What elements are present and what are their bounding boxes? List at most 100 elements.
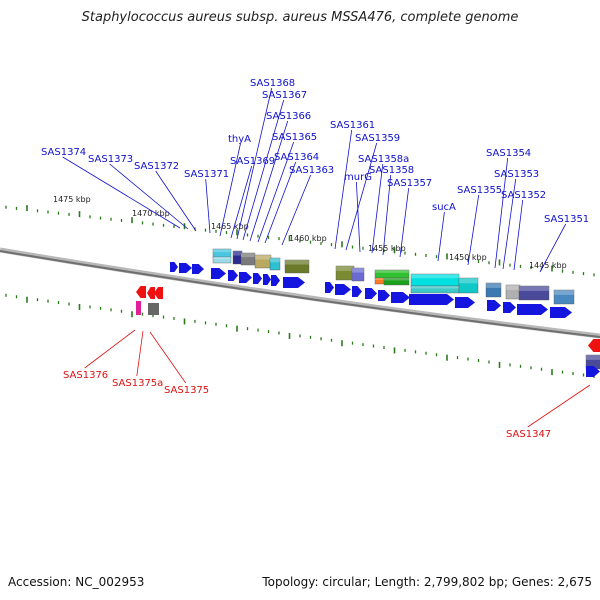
gene-label: murG [344,172,372,183]
gene-label: SAS1355 [457,185,502,196]
leader-line [527,384,591,428]
leader-line [249,120,289,242]
gene-arrows [136,262,600,377]
feature-block [269,257,281,271]
leader-line [219,143,241,237]
gene-label: SAS1375a [112,378,163,389]
gene-arrow [253,273,262,284]
gene-arrow [154,287,163,299]
gene-arrow [455,297,475,308]
gene-label: SAS1357 [387,178,432,189]
gene-label: SAS1361 [330,120,375,131]
gene-label: SAS1351 [544,214,589,225]
scale-label: 1450 kbp [449,253,487,262]
gene-label: SAS1368 [250,78,295,89]
gene-label: SAS1367 [262,90,307,101]
gene-arrow [211,268,226,279]
gene-arrow [239,272,252,283]
feature-block [374,277,385,285]
map-title: Staphylococcus aureus subsp. aureus MSSA… [81,10,519,25]
gene-label: SAS1366 [266,111,311,122]
gene-label: SAS1376 [63,370,108,381]
gene-arrow [588,339,600,352]
gene-label: SAS1347 [506,429,551,440]
gene-arrow [550,307,572,318]
gene-label: SAS1359 [355,133,400,144]
gene-label: SAS1358 [369,165,414,176]
leader-line [399,187,410,258]
gene-arrow [179,263,192,273]
leader-line [264,161,297,244]
gene-label: SAS1375 [164,385,209,396]
accession-text: Accession: NC_002953 [8,575,145,589]
scale-label: 1460 kbp [289,234,327,243]
scale-ticks-top [5,205,595,277]
gene-label: SAS1369 [230,156,275,167]
leader-line [382,174,392,256]
leader-line [281,174,312,246]
leader-line [334,129,353,250]
leader-line [84,329,136,369]
scale-label: 1445 kbp [529,261,567,270]
feature-block [284,259,310,274]
genome-summary-text: Topology: circular; Length: 2,799,802 bp… [262,575,592,589]
gene-label: sucA [432,202,456,213]
scale-ticks-bottom [5,293,595,378]
feature-block [410,285,460,294]
gene-arrow [409,294,454,305]
leader-line [62,156,181,229]
gene-arrow [136,286,146,298]
feature-block [383,277,410,286]
gene-label: SAS1353 [494,169,539,180]
scale-label: 1465 kbp [211,222,249,231]
leader-line [539,223,567,273]
gene-label: SAS1358a [358,154,409,165]
gene-label: SAS1374 [41,147,86,158]
leader-line [205,178,211,234]
gene-arrow [192,264,204,274]
gene-block [136,301,141,315]
feature-block [232,250,243,265]
leader-line [149,331,187,384]
feature-blocks [212,248,600,370]
feature-block [212,248,232,259]
gene-label: SAS1363 [289,165,334,176]
gene-label: SAS1371 [184,169,229,180]
scale-label: 1455 kbp [368,244,406,253]
gene-label: SAS1365 [272,132,317,143]
feature-block [458,277,479,294]
feature-block [485,282,502,298]
gene-label: SAS1354 [486,148,531,159]
leader-line [236,87,273,240]
leader-line [371,163,384,254]
gene-arrow [378,290,390,301]
leader-line [136,330,144,377]
leader-line [242,99,285,241]
leader-line [494,157,509,269]
gene-labels: SAS1374SAS1373SAS1372SAS1371thyASAS1369S… [41,78,589,440]
leader-line [437,211,445,262]
feature-block [240,252,256,266]
scale-labels: 1475 kbp 1470 kbp 1465 kbp 1460 kbp 1455 kbp… [53,195,567,270]
leader-line [230,165,253,239]
gene-label: SAS1373 [88,154,133,165]
leader-line [467,194,480,266]
leader-line [257,141,295,243]
feature-block [335,265,355,281]
gene-arrow [503,302,516,313]
gene-arrow [263,274,271,285]
leader-line [109,163,189,230]
scale-label: 1470 kbp [132,209,170,218]
gene-label: SAS1372 [134,161,179,172]
gene-label: SAS1364 [274,152,319,163]
feature-block [505,284,521,300]
feature-block [212,256,232,264]
gene-arrow [335,284,351,295]
leader-line [155,170,197,232]
scale-label: 1475 kbp [53,195,91,204]
leader-line [345,142,378,251]
gene-arrow [365,288,377,299]
feature-block [410,273,460,287]
gene-arrow [228,270,238,281]
